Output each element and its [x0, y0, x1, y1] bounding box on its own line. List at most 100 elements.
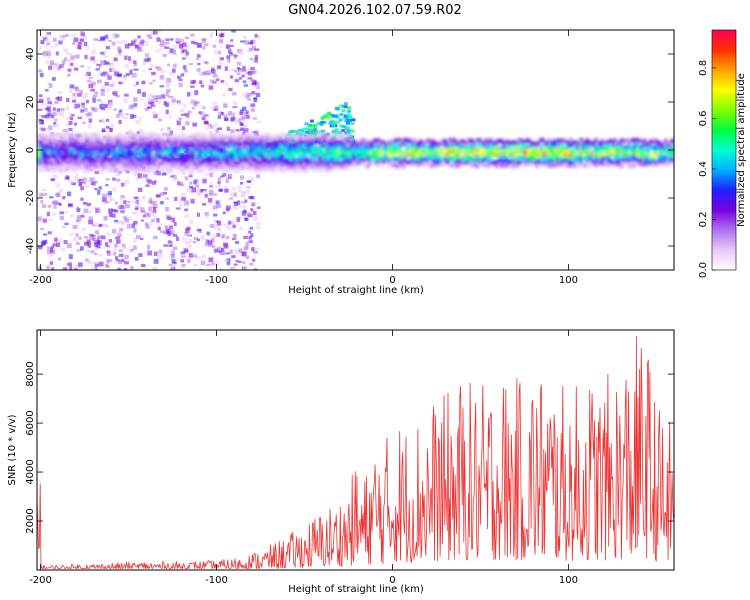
ridge-cell — [362, 160, 366, 165]
ridge-cell — [163, 147, 167, 152]
noise-cell — [45, 44, 49, 48]
ridge-cell — [58, 140, 62, 145]
noise-cell — [219, 57, 225, 61]
ridge-cell — [571, 143, 575, 148]
noise-cell — [78, 236, 82, 240]
ridge-cell — [167, 158, 171, 163]
noise-cell — [238, 260, 242, 263]
noise-cell — [133, 103, 138, 107]
noise-cell — [183, 203, 187, 206]
ridge-cell — [134, 135, 138, 140]
ridge-cell — [237, 158, 241, 163]
ridge-cell — [68, 160, 72, 165]
noise-cell — [184, 214, 190, 218]
ridge-cell — [235, 147, 239, 152]
noise-cell — [222, 234, 227, 239]
ridge-cell — [290, 132, 294, 137]
ridge-cell — [381, 145, 385, 150]
ridge-cell — [62, 141, 66, 146]
ridge-cell — [191, 168, 195, 173]
ridge-cell — [362, 153, 366, 158]
ridge-cell — [486, 160, 490, 165]
ridge-cell — [91, 140, 95, 145]
noise-cell — [137, 89, 141, 94]
ridge-cell — [440, 156, 444, 161]
ridge-cell — [296, 160, 300, 165]
ridge-cell — [182, 134, 186, 139]
ridge-cell — [146, 142, 150, 147]
ridge-cell — [550, 162, 554, 167]
noise-cell — [234, 102, 238, 108]
ridge-cell — [182, 165, 186, 170]
ridge-cell — [98, 159, 102, 164]
noise-cell — [94, 91, 98, 94]
noise-cell — [97, 190, 101, 195]
ridge-cell — [653, 160, 657, 165]
noise-cell — [116, 40, 121, 44]
ridge-cell — [134, 161, 138, 166]
plume-cell — [331, 121, 336, 125]
ridge-cell — [229, 162, 233, 167]
ridge-cell — [486, 142, 490, 147]
noise-cell — [232, 234, 237, 238]
ridge-cell — [404, 161, 408, 166]
ridge-cell — [347, 154, 351, 159]
ridge-cell — [571, 140, 575, 145]
ridge-cell — [273, 158, 277, 163]
noise-cell — [252, 210, 257, 216]
noise-cell — [49, 196, 54, 199]
ridge-cell — [571, 149, 575, 154]
noise-cell — [171, 259, 176, 263]
noise-cell — [169, 254, 174, 259]
noise-cell — [81, 103, 85, 108]
noise-cell — [156, 170, 161, 176]
noise-cell — [252, 117, 257, 120]
ridge-cell — [51, 152, 55, 157]
noise-cell — [200, 106, 205, 109]
ridge-cell — [672, 143, 674, 148]
ridge-cell — [298, 160, 302, 165]
noise-cell — [42, 51, 48, 56]
ridge-cell — [77, 135, 81, 140]
ridge-cell — [526, 144, 530, 149]
noise-cell — [148, 68, 152, 71]
noise-cell — [151, 105, 156, 108]
ridge-cell — [134, 147, 138, 152]
ridge-cell — [296, 135, 300, 140]
ridge-cell — [197, 132, 201, 137]
ridge-cell — [167, 146, 171, 151]
ridge-cell — [446, 148, 450, 153]
noise-cell — [224, 258, 229, 262]
ridge-cell — [531, 149, 535, 154]
ridge-cell — [419, 153, 423, 158]
noise-cell — [72, 99, 77, 103]
ridge-cell — [199, 162, 203, 167]
plume-cell — [299, 128, 304, 132]
noise-cell — [149, 99, 155, 104]
noise-cell — [128, 105, 133, 110]
noise-cell — [110, 123, 115, 128]
noise-cell — [79, 181, 83, 187]
ridge-cell — [265, 156, 269, 161]
ridge-cell — [334, 137, 338, 142]
noise-cell — [63, 57, 68, 62]
noise-cell — [148, 95, 154, 100]
ridge-cell — [526, 156, 530, 161]
ridge-cell — [602, 152, 606, 157]
ridge-cell — [239, 157, 243, 162]
ridge-cell — [39, 139, 43, 144]
ridge-cell — [655, 160, 659, 165]
ridge-cell — [548, 146, 552, 151]
noise-cell — [220, 175, 224, 178]
ridge-cell — [319, 161, 323, 166]
ridge-cell — [543, 159, 547, 164]
ridge-cell — [319, 147, 323, 152]
ridge-cell — [410, 154, 414, 159]
ridge-cell — [288, 137, 292, 142]
noise-cell — [76, 206, 80, 211]
ridge-cell — [233, 149, 237, 154]
ridge-cell — [436, 160, 440, 165]
noise-cell — [179, 109, 185, 113]
ridge-cell — [170, 152, 174, 157]
ridge-cell — [482, 149, 486, 154]
